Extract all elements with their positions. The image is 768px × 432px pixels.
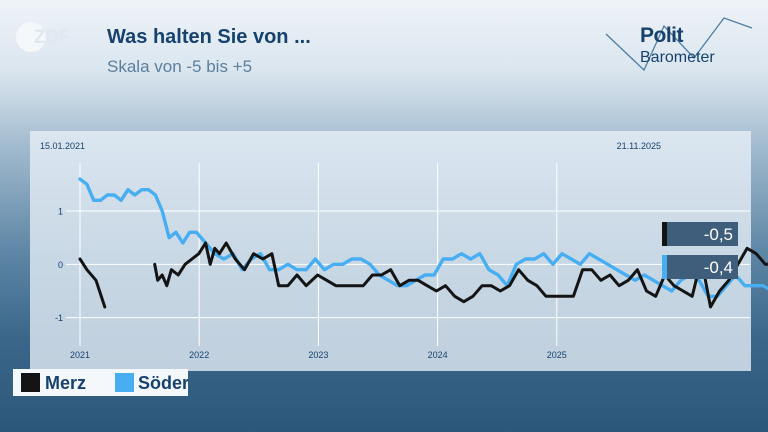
soeder-latest-value-box: -0,4: [662, 255, 738, 279]
zdf-logo-circle: [16, 22, 46, 52]
legend-label-soeder: Söder: [138, 373, 190, 393]
legend-label-merz: Merz: [45, 373, 87, 393]
soeder-value-marker: [662, 255, 667, 279]
y-tick-label: 1: [58, 207, 63, 217]
date-end-label: 21.11.2025: [617, 141, 661, 151]
merz-latest-value-box: -0,5: [662, 222, 738, 246]
merz-value-marker: [662, 222, 667, 246]
politbarometer-polit-text: Polit: [640, 24, 684, 47]
chart-title: Was halten Sie von ...: [107, 26, 311, 48]
zdf-logo-text: ZDF: [34, 27, 70, 48]
politbarometer-logo: Polit Barometer: [604, 14, 754, 80]
x-tick-label: 2024: [428, 350, 448, 360]
x-tick-label: 2022: [189, 350, 209, 360]
x-tick-label: 2021: [70, 350, 90, 360]
series-line-merz: [78, 257, 107, 309]
merz-latest-value: -0,5: [703, 225, 733, 244]
politbarometer-barometer-text: Barometer: [640, 49, 715, 66]
chart-legend: Merz Söder: [13, 369, 190, 396]
x-tick-label: 2023: [308, 350, 328, 360]
legend-swatch-merz: [21, 373, 40, 392]
politbarometer-zigzag-icon: [605, 17, 753, 72]
soeder-latest-value: -0,4: [703, 258, 733, 277]
chart-subtitle: Skala von -5 bis +5: [107, 57, 253, 76]
legend-swatch-soeder: [115, 373, 134, 392]
date-start-label: 15.01.2021: [40, 141, 85, 151]
y-tick-label: -1: [55, 313, 63, 323]
chart-panel: [30, 131, 751, 371]
y-tick-label: 0: [58, 260, 63, 270]
x-tick-label: 2025: [547, 350, 567, 360]
